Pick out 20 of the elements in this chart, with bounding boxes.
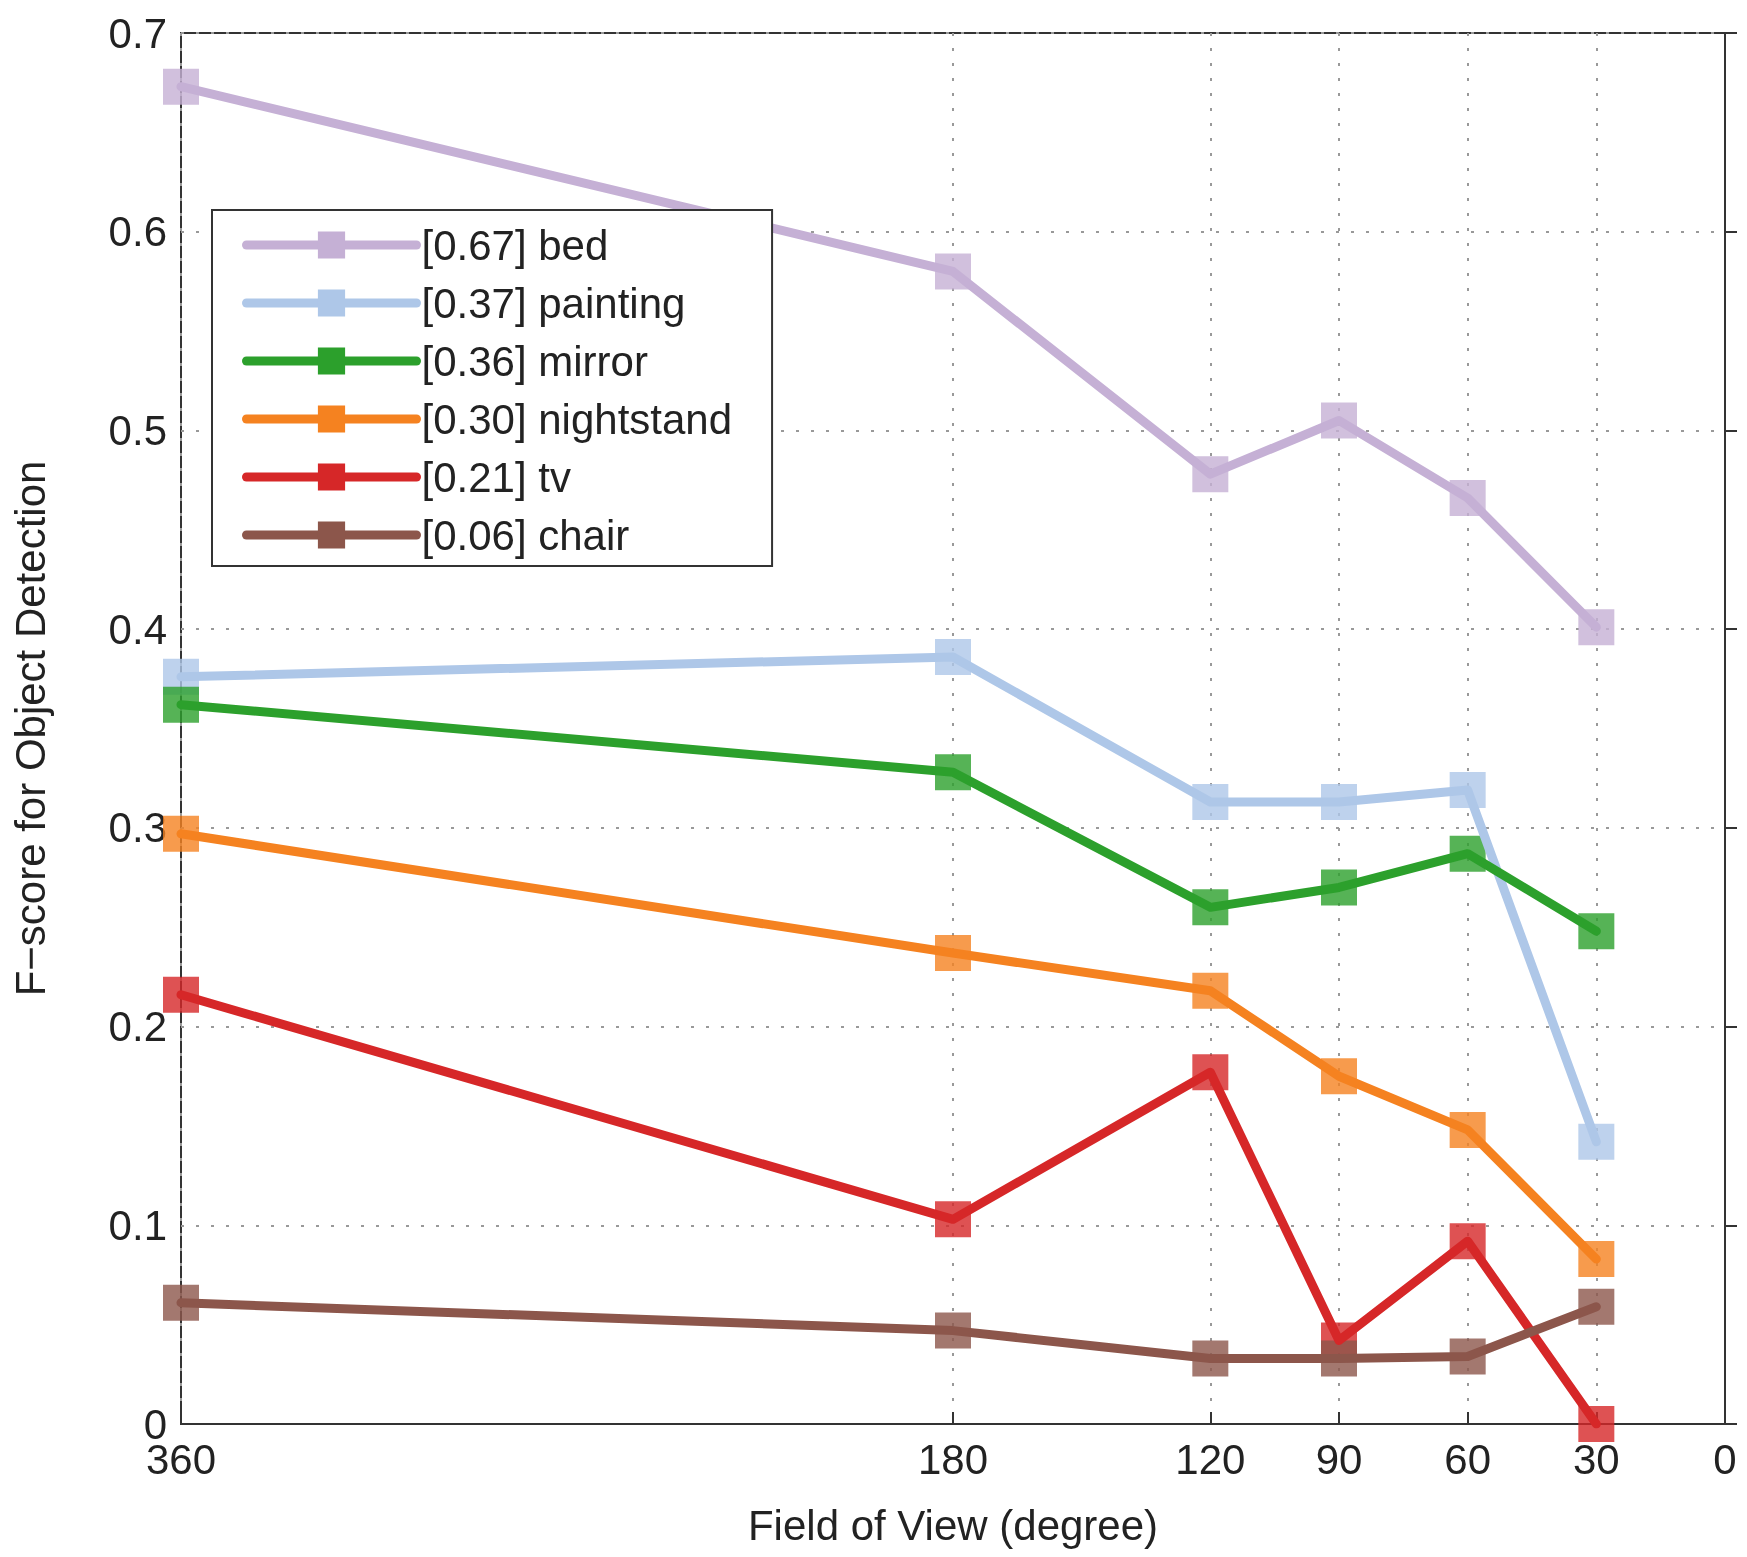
y-tick-label: 0.1: [108, 1201, 167, 1249]
legend-label: [0.06] chair: [421, 511, 630, 559]
legend-label: [0.67] bed: [421, 221, 609, 269]
y-tick-label: 0.7: [108, 9, 167, 57]
x-axis-title: Field of View (degree): [747, 1501, 1159, 1549]
x-tick-label: 90: [1315, 1435, 1363, 1483]
y-tick-label: 0.6: [108, 208, 167, 256]
x-tick-label: 0: [1713, 1435, 1737, 1483]
x-tick-label: 30: [1572, 1435, 1620, 1483]
x-tick-label: 60: [1444, 1435, 1492, 1483]
x-tick-label: 180: [917, 1435, 989, 1483]
y-tick-label: 0.4: [108, 605, 167, 653]
y-tick-label: 0.2: [108, 1003, 167, 1051]
y-axis-title: F−score for Object Detection: [6, 460, 54, 997]
legend-label: [0.37] painting: [421, 279, 686, 327]
y-tick-label: 0.5: [108, 406, 167, 454]
legend-label: [0.36] mirror: [421, 337, 648, 385]
legend-label: [0.30] nightstand: [421, 395, 733, 443]
legend-label: [0.21] tv: [421, 453, 571, 501]
x-tick-label: 120: [1175, 1435, 1246, 1483]
